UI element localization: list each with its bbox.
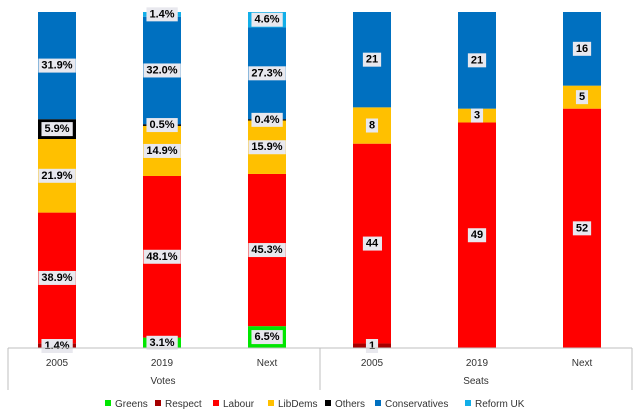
data-label-box xyxy=(38,270,76,285)
tick-label-seats-2005: 2005 xyxy=(361,358,384,369)
data-label-seats-2005-libdems: 8 xyxy=(369,120,375,132)
tick-label-seats-next: Next xyxy=(572,358,593,369)
data-label-votes-next-conservatives: 27.3% xyxy=(251,67,282,79)
data-label-box xyxy=(143,63,181,78)
bars-layer xyxy=(38,12,601,348)
data-label-seats-next-labour: 52 xyxy=(576,222,588,234)
data-label-votes-2019-reform-uk: 1.4% xyxy=(149,8,174,20)
legend-label-libdems: LibDems xyxy=(278,399,317,410)
data-label-seats-2019-labour: 49 xyxy=(471,229,483,241)
data-label-votes-next-reform-uk: 4.6% xyxy=(254,14,279,26)
legend-swatch-reform-uk xyxy=(465,400,471,406)
data-label-box xyxy=(143,143,181,158)
data-label-votes-2005-respect: 1.4% xyxy=(44,340,69,352)
data-label-votes-next-libdems: 15.9% xyxy=(251,141,282,153)
group-label-seats: Seats xyxy=(463,376,489,387)
data-label-box xyxy=(146,118,178,133)
data-label-votes-2019-others: 0.5% xyxy=(149,119,174,131)
data-label-votes-2005-others: 5.9% xyxy=(44,123,69,135)
category-axis xyxy=(7,347,633,390)
data-label-votes-next-others: 0.4% xyxy=(254,114,279,126)
tick-labels: 2005 2019 Next Votes 2005 2019 Next Seats xyxy=(46,358,593,387)
data-label-seats-2005-labour: 44 xyxy=(366,238,379,250)
data-label-box xyxy=(365,118,379,133)
data-label-votes-2005-labour: 38.9% xyxy=(41,272,72,284)
legend-label-conservatives: Conservatives xyxy=(385,399,448,410)
data-label-box xyxy=(572,221,592,236)
data-label-seats-2005-conservatives: 21 xyxy=(366,54,378,66)
data-label-votes-2005-conservatives: 31.9% xyxy=(41,60,72,72)
data-label-box xyxy=(38,58,76,73)
data-label-votes-next-greens: 6.5% xyxy=(254,331,279,343)
legend-swatch-greens xyxy=(105,400,111,406)
data-label-box xyxy=(470,108,484,123)
legend-swatch-conservatives xyxy=(375,400,381,406)
data-label-box xyxy=(38,168,76,183)
data-label-box xyxy=(251,112,283,127)
data-label-box xyxy=(251,12,283,27)
data-label-seats-next-libdems: 5 xyxy=(579,91,585,103)
tick-label-votes-2005: 2005 xyxy=(46,358,69,369)
data-label-box xyxy=(248,66,286,81)
data-label-box xyxy=(146,335,178,350)
data-label-votes-next-labour: 45.3% xyxy=(251,244,282,256)
data-label-box xyxy=(248,243,286,258)
data-label-box xyxy=(251,330,283,345)
data-label-box xyxy=(572,41,592,56)
legend-label-respect: Respect xyxy=(165,399,202,410)
data-label-box xyxy=(146,7,178,22)
data-label-votes-2019-greens: 3.1% xyxy=(149,337,174,349)
data-label-votes-2005-libdems: 21.9% xyxy=(41,170,72,182)
group-label-votes: Votes xyxy=(150,376,175,387)
legend-swatch-labour xyxy=(213,400,219,406)
data-label-box xyxy=(365,339,379,353)
data-label-seats-next-conservatives: 16 xyxy=(576,43,588,55)
tick-label-votes-next: Next xyxy=(257,358,278,369)
data-label-box xyxy=(575,90,589,105)
data-label-box xyxy=(362,52,382,67)
legend-swatch-libdems xyxy=(268,400,274,406)
tick-label-seats-2019: 2019 xyxy=(466,358,489,369)
legend: Greens Respect Labour LibDems Others Conserva… xyxy=(105,399,525,410)
tick-label-votes-2019: 2019 xyxy=(151,358,174,369)
legend-label-labour: Labour xyxy=(223,399,255,410)
data-label-box xyxy=(143,249,181,264)
data-label-votes-2019-labour: 48.1% xyxy=(146,251,177,263)
data-label-box xyxy=(41,122,73,137)
data-label-box xyxy=(467,53,487,68)
data-label-votes-2019-conservatives: 32.0% xyxy=(146,64,177,76)
legend-label-greens: Greens xyxy=(115,399,148,410)
data-label-seats-2005-respect: 1 xyxy=(369,340,375,352)
data-label-seats-2019-libdems: 3 xyxy=(474,110,480,122)
data-label-box xyxy=(41,339,73,353)
legend-swatch-others xyxy=(325,400,331,406)
data-label-box xyxy=(248,140,286,155)
data-labels-layer: 1.4% 38.9% 21.9% 5.9% 31.9% 3.1% 48.1% 14.9% 0.5… xyxy=(38,7,592,353)
data-label-box xyxy=(362,236,382,251)
legend-label-reform-uk: Reform UK xyxy=(475,399,525,410)
legend-swatch-respect xyxy=(155,400,161,406)
data-label-seats-2019-conservatives: 21 xyxy=(471,54,483,66)
data-label-box xyxy=(467,228,487,243)
legend-label-others: Others xyxy=(335,399,365,410)
data-label-votes-2019-libdems: 14.9% xyxy=(146,145,177,157)
